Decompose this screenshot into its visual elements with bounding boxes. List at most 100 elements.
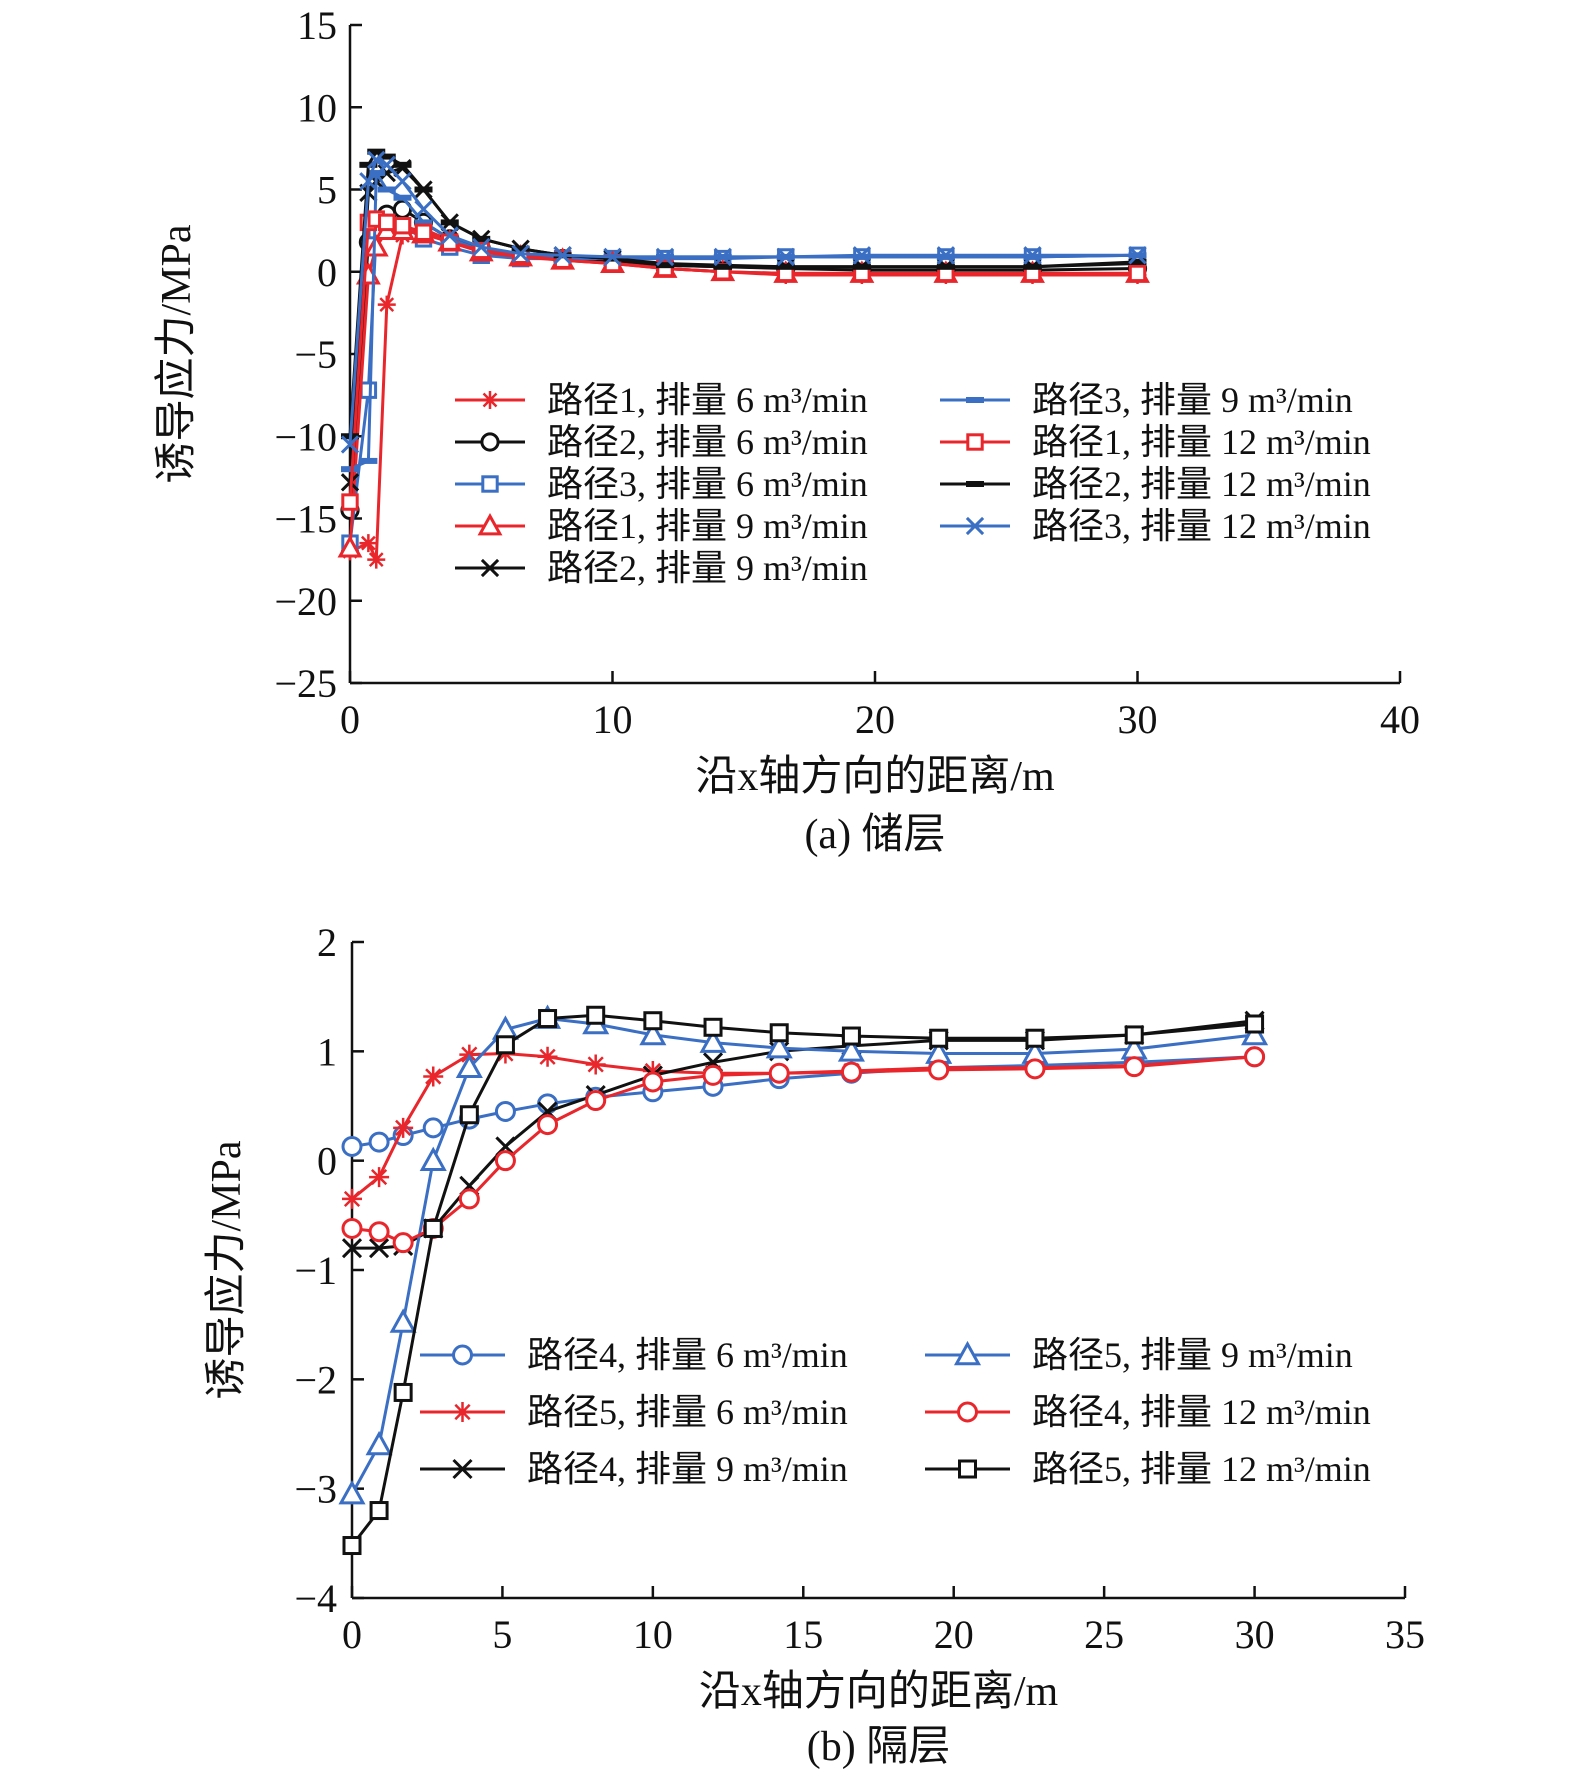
data-point — [643, 1011, 663, 1031]
data-point — [553, 246, 572, 265]
legend-item: 路径3, 排量 9 m³/min — [940, 380, 1353, 420]
data-point — [459, 1105, 479, 1125]
x-tick-label: 25 — [1084, 1612, 1124, 1657]
x-tick-label: 40 — [1380, 697, 1420, 742]
data-point — [367, 550, 386, 569]
x-tick-label: 30 — [1118, 697, 1158, 742]
data-point — [458, 1188, 480, 1210]
data-point — [642, 1061, 663, 1082]
data-point — [369, 1501, 389, 1521]
y-tick-label: 5 — [317, 168, 337, 213]
data-point — [936, 246, 956, 265]
data-point — [713, 247, 732, 267]
data-point — [1128, 258, 1147, 265]
data-point — [472, 235, 491, 242]
data-point — [419, 1146, 447, 1171]
legend-marker — [481, 391, 499, 409]
data-point — [928, 1059, 950, 1081]
data-point — [369, 1167, 390, 1188]
data-point — [852, 263, 871, 270]
data-point — [341, 1135, 363, 1157]
x-tick-label: 20 — [934, 1612, 974, 1657]
data-point — [414, 200, 433, 219]
legend-item: 路径5, 排量 6 m³/min — [420, 1392, 848, 1432]
data-point — [1023, 263, 1042, 270]
legend-marker — [966, 433, 984, 451]
legend-label: 路径3, 排量 6 m³/min — [547, 464, 868, 504]
y-axis-title: 诱导应力/MPa — [153, 224, 200, 483]
data-point — [414, 219, 433, 226]
data-point — [1123, 1056, 1145, 1078]
y-tick-label: −15 — [274, 497, 337, 542]
legend-item: 路径2, 排量 6 m³/min — [455, 422, 868, 462]
legend-marker — [480, 558, 500, 578]
series-line — [351, 1052, 1255, 1201]
data-point — [769, 1023, 789, 1043]
data-point — [440, 219, 459, 226]
data-point — [341, 1217, 363, 1239]
y-tick-label: −2 — [294, 1357, 337, 1402]
data-point — [455, 1053, 483, 1079]
data-point — [338, 1480, 366, 1505]
data-point — [414, 223, 433, 241]
legend-item: 路径1, 排量 9 m³/min — [455, 506, 868, 546]
legend-marker — [957, 1401, 978, 1423]
legend-item: 路径3, 排量 6 m³/min — [455, 464, 868, 504]
legend-marker — [477, 513, 503, 536]
chart-b-interlayer: 210−1−2−3−40 5 10 15 20 25 30 35沿x轴方向的距离/m诱导应力/… — [203, 920, 1425, 1770]
y-tick-label: −1 — [294, 1248, 337, 1293]
data-point — [340, 435, 360, 454]
legend-label: 路径1, 排量 9 m³/min — [547, 506, 868, 546]
y-tick-label: 1 — [317, 1029, 337, 1074]
y-tick-label: 10 — [297, 85, 337, 130]
x-tick-label: 30 — [1235, 1612, 1275, 1657]
data-point — [656, 262, 674, 269]
data-point — [1023, 246, 1042, 265]
data-point — [423, 1066, 444, 1087]
data-point — [393, 194, 412, 201]
data-point — [699, 1028, 727, 1053]
data-point — [342, 1536, 362, 1556]
y-tick-label: −10 — [274, 414, 337, 459]
data-point — [642, 1071, 664, 1093]
legend-label: 路径4, 排量 12 m³/min — [1032, 1392, 1371, 1432]
data-point — [776, 263, 795, 270]
y-axis-title: 诱导应力/MPa — [203, 1140, 250, 1399]
data-point — [936, 263, 955, 270]
data-point — [377, 186, 396, 193]
data-point — [655, 247, 675, 267]
legend-label: 路径1, 排量 6 m³/min — [547, 380, 868, 420]
legend-item: 路径3, 排量 12 m³/min — [940, 506, 1371, 546]
data-point — [359, 161, 378, 168]
data-point — [368, 1221, 390, 1243]
data-point — [414, 186, 433, 193]
data-point — [1244, 1046, 1266, 1068]
data-point — [511, 244, 530, 263]
data-point — [765, 1033, 793, 1059]
data-point — [585, 1090, 607, 1112]
data-point — [495, 1035, 515, 1055]
legend-marker — [965, 516, 985, 536]
y-tick-label: −20 — [274, 579, 337, 624]
legend-item: 路径4, 排量 9 m³/min — [420, 1449, 848, 1489]
y-tick-label: 0 — [317, 250, 337, 295]
legend-item: 路径2, 排量 12 m³/min — [940, 464, 1371, 504]
legend-item: 路径2, 排量 9 m³/min — [455, 548, 868, 588]
x-tick-label: 15 — [783, 1612, 823, 1657]
data-point — [359, 172, 378, 191]
series-line — [350, 1013, 1255, 1547]
data-point — [538, 1009, 558, 1029]
data-point — [337, 535, 363, 558]
data-point — [703, 1017, 723, 1037]
data-point — [422, 1117, 444, 1139]
data-point — [1128, 246, 1147, 265]
data-point — [1128, 264, 1147, 283]
x-tick-label: 35 — [1385, 1612, 1425, 1657]
legend-marker — [452, 1344, 473, 1366]
legend-label: 路径4, 排量 9 m³/min — [527, 1449, 848, 1489]
data-point — [585, 1054, 606, 1075]
data-point — [603, 247, 622, 267]
series — [342, 1005, 1265, 1556]
